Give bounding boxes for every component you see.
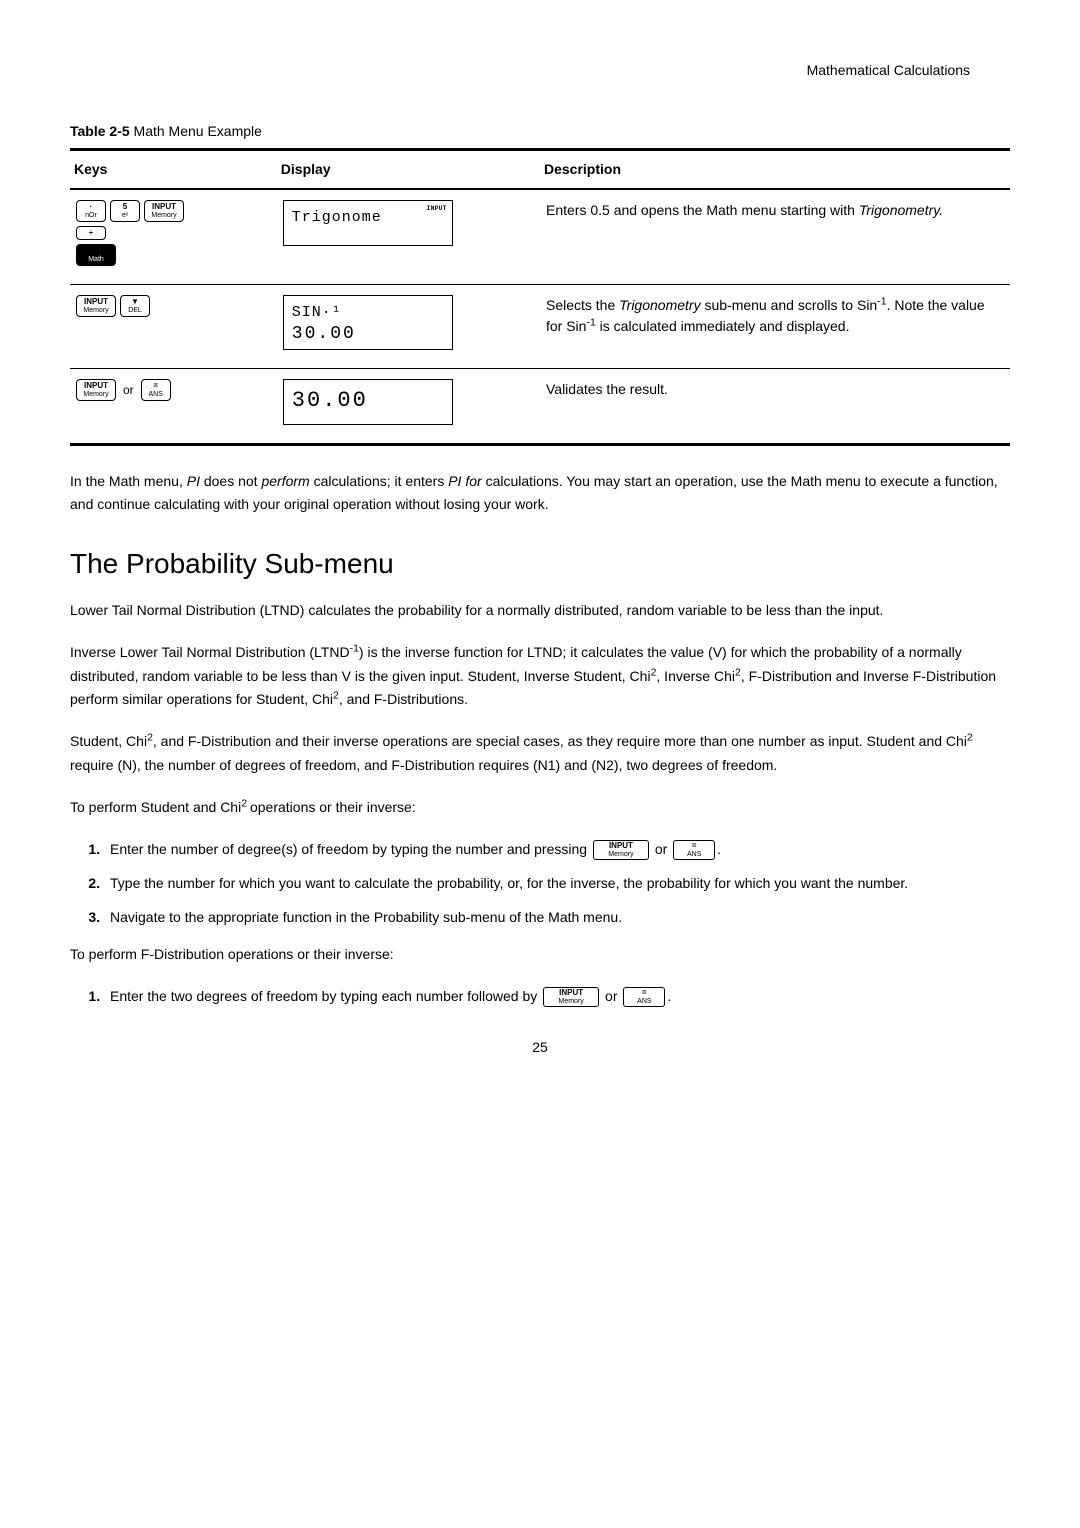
display-cell: INPUT Trigonome (277, 189, 540, 285)
description-cell: Enters 0.5 and opens the Math menu start… (540, 189, 1010, 285)
keys-cell: INPUTMemory ▼DEL (70, 285, 277, 369)
table-row: ·nOr 5eˣ INPUTMemory ÷ Math INPUT Trigon… (70, 189, 1010, 285)
input-key: INPUTMemory (76, 295, 116, 317)
list-item: Enter the two degrees of freedom by typi… (104, 985, 1010, 1007)
lcd-line1: SIN·¹ (292, 302, 444, 325)
body-paragraph: Lower Tail Normal Distribution (LTND) ca… (70, 599, 1010, 623)
input-key-inline: INPUTMemory (543, 987, 599, 1007)
lcd-display: 30.00 (283, 379, 453, 425)
table-title: Math Menu Example (134, 123, 262, 139)
math-key: Math (76, 244, 116, 266)
column-keys: Keys (70, 150, 277, 190)
lcd-line1: Trigonome (292, 207, 444, 230)
section-heading: The Probability Sub-menu (70, 543, 1010, 585)
or-text: or (655, 841, 667, 857)
lcd-display: SIN·¹ 30.00 (283, 295, 453, 350)
list-item: Type the number for which you want to ca… (104, 872, 1010, 894)
input-key: INPUTMemory (144, 200, 184, 222)
lcd-display: INPUT Trigonome (283, 200, 453, 246)
body-paragraph: To perform Student and Chi2 operations o… (70, 796, 1010, 820)
body-paragraph: To perform F-Distribution operations or … (70, 943, 1010, 967)
dot-key: ·nOr (76, 200, 106, 222)
down-key: ▼DEL (120, 295, 150, 317)
steps-list: Enter the two degrees of freedom by typi… (104, 985, 1010, 1007)
body-paragraph: In the Math menu, PI does not perform ca… (70, 470, 1010, 518)
running-header: Mathematical Calculations (70, 60, 1010, 81)
input-key: INPUTMemory (76, 379, 116, 401)
equals-key: =ANS (141, 379, 171, 401)
list-item: Enter the number of degree(s) of freedom… (104, 838, 1010, 860)
column-display: Display (277, 150, 540, 190)
table-row: INPUTMemory ▼DEL SIN·¹ 30.00 Selects the… (70, 285, 1010, 369)
body-paragraph: Student, Chi2, and F-Distribution and th… (70, 730, 1010, 778)
lcd-line2: 30.00 (292, 390, 444, 412)
description-cell: Validates the result. (540, 368, 1010, 444)
lcd-line2: 30.00 (292, 325, 444, 343)
body-paragraph: Inverse Lower Tail Normal Distribution (… (70, 641, 1010, 712)
five-key: 5eˣ (110, 200, 140, 222)
page-number: 25 (70, 1037, 1010, 1058)
table-number: Table 2-5 (70, 123, 130, 139)
equals-key-inline: =ANS (623, 987, 665, 1007)
keys-cell: INPUTMemory or =ANS (70, 368, 277, 444)
divide-key: ÷ (76, 226, 106, 240)
steps-list: Enter the number of degree(s) of freedom… (104, 838, 1010, 929)
or-text: or (123, 381, 134, 399)
description-cell: Selects the Trigonometry sub-menu and sc… (540, 285, 1010, 369)
equals-key-inline: =ANS (673, 840, 715, 860)
display-cell: SIN·¹ 30.00 (277, 285, 540, 369)
column-description: Description (540, 150, 1010, 190)
keys-cell: ·nOr 5eˣ INPUTMemory ÷ Math (70, 189, 277, 285)
or-text: or (605, 988, 617, 1004)
lcd-annunciator: INPUT (427, 204, 447, 213)
list-item: Navigate to the appropriate function in … (104, 906, 1010, 928)
table-caption: Table 2-5 Math Menu Example (70, 121, 1010, 142)
input-key-inline: INPUTMemory (593, 840, 649, 860)
table-row: INPUTMemory or =ANS 30.00 Validates the … (70, 368, 1010, 444)
math-menu-table: Keys Display Description ·nOr 5eˣ INPUTM… (70, 148, 1010, 446)
display-cell: 30.00 (277, 368, 540, 444)
